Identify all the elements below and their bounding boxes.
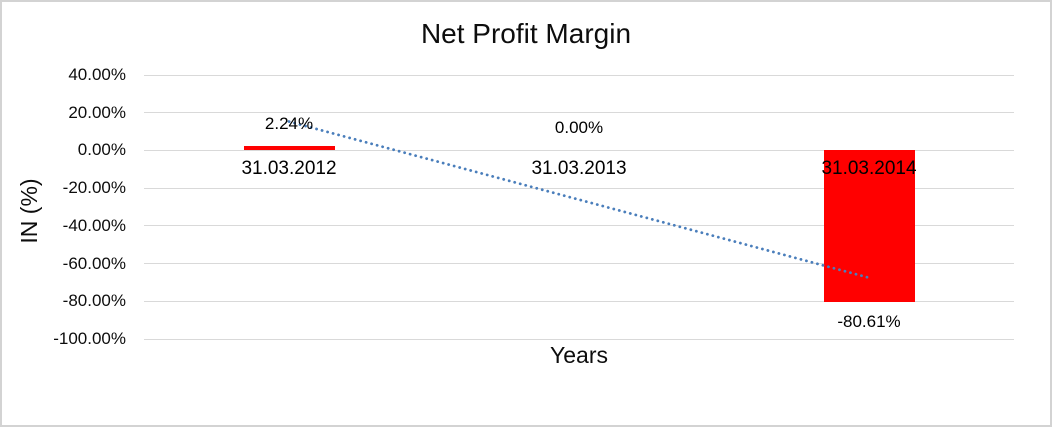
y-axis-tick-label: -100.00% [53, 329, 126, 348]
category-label: 31.03.2012 [241, 158, 337, 180]
chart-title: Net Profit Margin [420, 18, 632, 49]
y-axis-tick-label: 0.00% [77, 140, 126, 160]
y-axis-tick-label: -40.00% [62, 215, 126, 235]
bar-data-label: -80.61% [837, 312, 901, 332]
gridline [144, 74, 1014, 76]
gridline [144, 263, 1014, 265]
bar [243, 146, 335, 151]
category-label: 31.03.2013 [531, 158, 627, 180]
bar-data-label: 0.00% [554, 118, 604, 138]
gridline [144, 300, 1014, 302]
bar [823, 150, 915, 303]
x-axis-title: Years [550, 342, 608, 368]
y-axis-tick-label: -80.00% [62, 291, 126, 311]
gridline [144, 112, 1014, 114]
gridline [144, 225, 1014, 227]
y-axis-tick-label: 40.00% [68, 65, 126, 84]
y-axis-tick-label: -60.00% [62, 253, 126, 273]
gridline [144, 149, 1014, 151]
gridline [144, 187, 1014, 189]
y-axis-tick-label: 20.00% [68, 102, 126, 122]
gridline [144, 338, 1014, 340]
bar-data-label: 2.24% [264, 114, 314, 134]
y-axis-tick-label: -20.00% [62, 178, 126, 198]
category-label: 31.03.2014 [821, 158, 917, 180]
